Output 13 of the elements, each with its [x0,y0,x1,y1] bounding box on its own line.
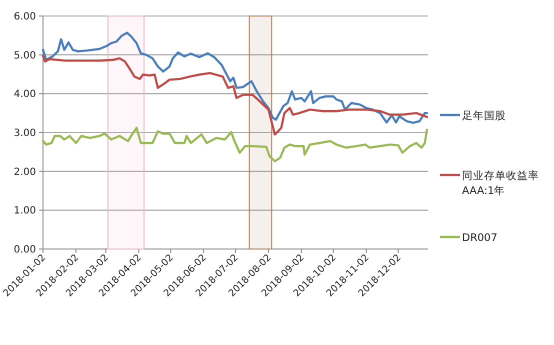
y-tick-label: 4.00 [14,89,36,100]
y-tick-label: 1.00 [14,206,36,217]
line-series [42,126,428,162]
y-tick-label: 2.00 [14,166,36,178]
legend-label: 足年国股 [462,110,506,122]
y-tick-label: 6.00 [14,12,36,22]
y-tick-label: 0.00 [14,244,36,256]
y-tick-label: 3.00 [14,128,36,139]
legend-label: DR007 [462,232,498,244]
line-series [42,32,428,124]
y-tick-label: 5.00 [14,50,36,62]
line-series [42,54,428,136]
legend-label: 同业存单收益率 AAA:1年 [462,169,539,197]
